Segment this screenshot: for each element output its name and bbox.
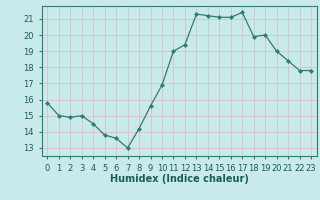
X-axis label: Humidex (Indice chaleur): Humidex (Indice chaleur) [110,174,249,184]
